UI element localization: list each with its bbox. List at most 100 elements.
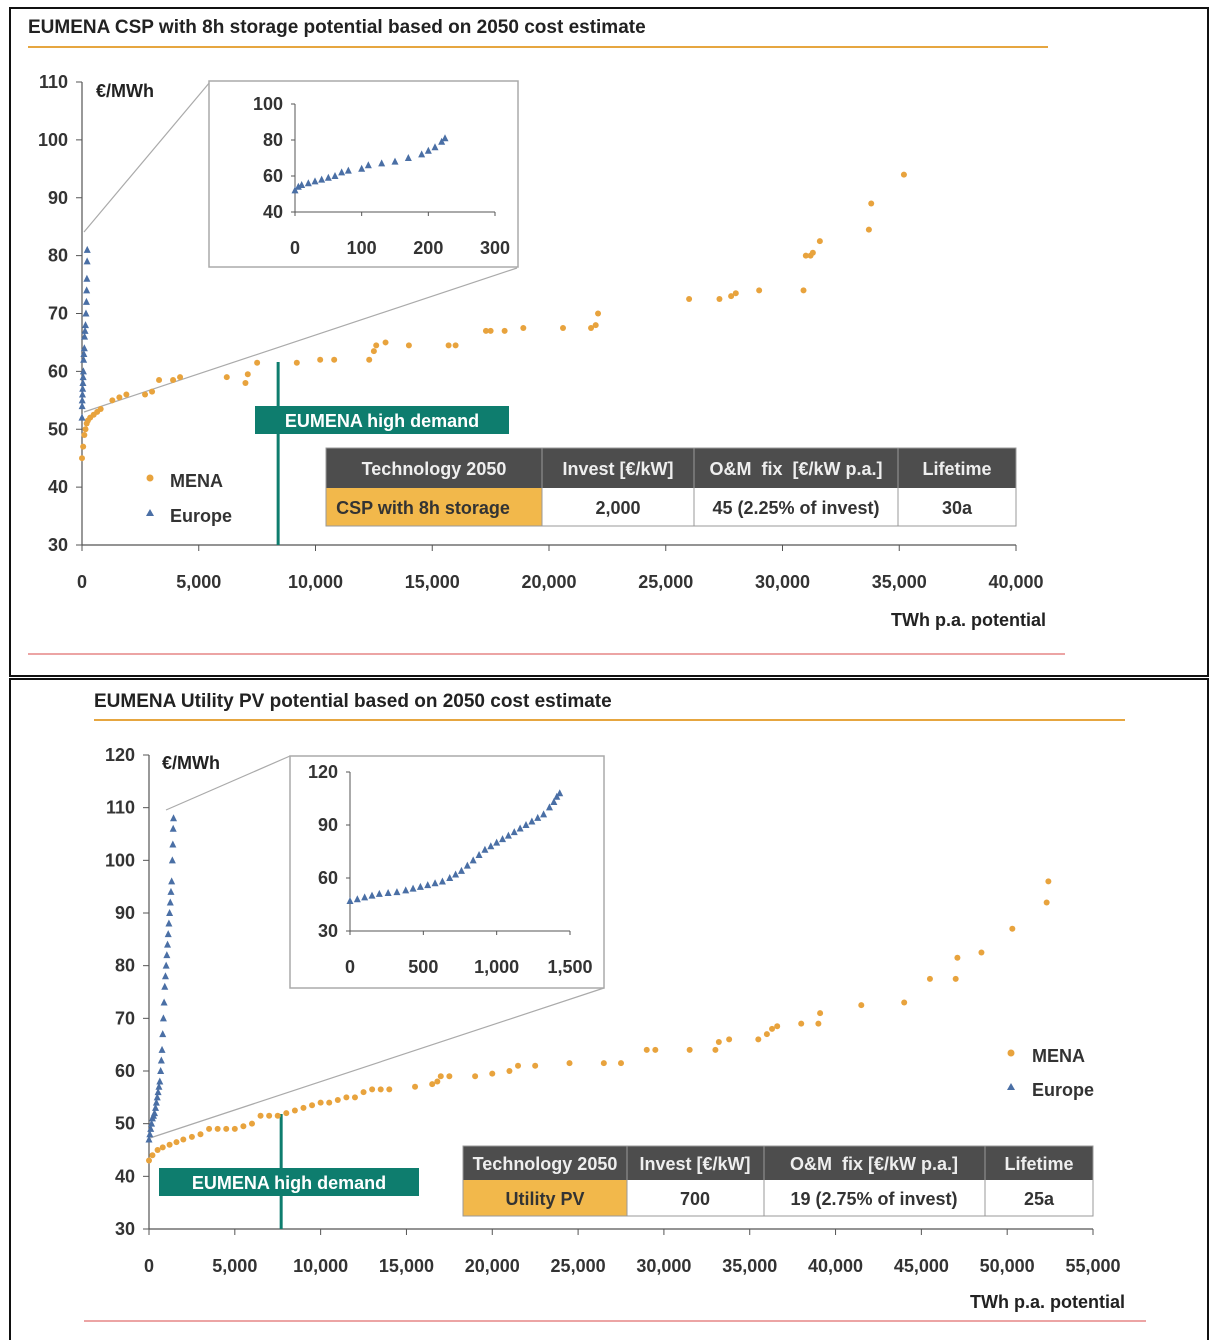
inset-europe-point	[441, 134, 449, 142]
europe-point	[78, 396, 86, 404]
mena-point	[445, 342, 452, 349]
mena-point	[149, 1152, 156, 1159]
mena-point	[214, 1125, 221, 1132]
inset-europe-point	[516, 824, 524, 832]
europe-point	[164, 940, 172, 948]
x-tick-label: 5,000	[176, 572, 221, 592]
mena-point	[652, 1046, 659, 1053]
table-cell-lifetime: 25a	[1024, 1189, 1055, 1209]
mena-point	[452, 342, 459, 349]
europe-point	[170, 814, 178, 822]
legend-mena-label: MENA	[1032, 1046, 1085, 1066]
europe-point	[169, 824, 177, 832]
mena-point	[566, 1060, 573, 1067]
panel-frame	[9, 7, 1209, 677]
inset-europe-point	[384, 889, 392, 897]
mena-point	[716, 296, 723, 303]
y-tick-label: 120	[105, 745, 135, 765]
mena-point	[377, 1086, 384, 1093]
inset-europe-point	[298, 181, 306, 188]
europe-point	[155, 1082, 163, 1090]
mena-point	[592, 322, 599, 329]
x-axis-label: TWh p.a. potential	[970, 1292, 1125, 1312]
table-cell-lifetime: 30a	[942, 498, 973, 518]
legend-europe-marker	[1007, 1083, 1015, 1090]
table-cell-om: 45 (2.25% of invest)	[712, 498, 879, 518]
x-tick-label: 0	[77, 572, 87, 592]
legend-europe-label: Europe	[1032, 1080, 1094, 1100]
y-tick-label: 30	[115, 1219, 135, 1239]
mena-point	[370, 348, 377, 355]
y-tick-label: 50	[115, 1114, 135, 1134]
inset-europe-point	[318, 175, 326, 183]
mena-point	[240, 1123, 247, 1130]
x-tick-label: 15,000	[379, 1256, 434, 1276]
mena-point	[188, 1133, 195, 1140]
mena-point	[231, 1125, 238, 1132]
europe-point	[80, 355, 88, 363]
table-values-bg	[542, 488, 1016, 526]
inset-europe-point	[331, 172, 339, 179]
mena-point	[769, 1025, 776, 1032]
inset-y-tick-label: 60	[318, 868, 338, 888]
mena-point	[248, 1120, 255, 1127]
mena-point	[595, 310, 602, 317]
table-header-technology: Technology 2050	[362, 459, 507, 479]
mena-point	[180, 1136, 187, 1143]
mena-point	[472, 1073, 479, 1080]
mena-point	[755, 1036, 762, 1043]
mena-point	[97, 405, 104, 412]
europe-point	[166, 898, 174, 906]
mena-point	[686, 1046, 693, 1053]
mena-point	[257, 1112, 264, 1119]
mena-point	[369, 1086, 376, 1093]
mena-point	[858, 1002, 865, 1009]
table-cell-technology: CSP with 8h storage	[336, 498, 510, 518]
pv-chart-svg: EUMENA Utility PV potential based on 205…	[9, 678, 1209, 1340]
mena-point	[774, 1023, 781, 1030]
inset-europe-point	[446, 874, 454, 881]
europe-point	[82, 297, 90, 305]
europe-point	[150, 1109, 158, 1117]
mena-point	[978, 949, 985, 956]
europe-point	[152, 1098, 160, 1106]
mena-point	[901, 999, 908, 1006]
inset-europe-point	[438, 877, 446, 885]
legend: MENA Europe	[1007, 1046, 1094, 1100]
x-tick-label: 10,000	[293, 1256, 348, 1276]
europe-point	[162, 961, 170, 969]
x-tick-label: 40,000	[808, 1256, 863, 1276]
legend-europe-marker	[146, 509, 154, 516]
inset-x-tick-label: 100	[347, 238, 377, 258]
x-tick-label: 55,000	[1065, 1256, 1120, 1276]
y-tick-label: 80	[115, 956, 135, 976]
inset-europe-point	[534, 813, 542, 821]
europe-point	[82, 321, 90, 329]
mena-point	[266, 1112, 273, 1119]
csp-chart-svg: EUMENA CSP with 8h storage potential bas…	[9, 7, 1209, 677]
zoom-connector-top	[165, 755, 291, 811]
inset-europe-point	[522, 821, 530, 828]
mena-point	[244, 371, 251, 378]
cost-table: Technology 2050 Invest [€/kW] O&M fix [€…	[462, 1145, 1094, 1217]
table-header-om: O&M fix [€/kW p.a.]	[709, 459, 882, 479]
mena-point	[79, 455, 85, 462]
table-tech-cell-bg	[463, 1180, 627, 1216]
mena-point	[434, 1078, 441, 1085]
mena-point	[763, 1031, 770, 1038]
europe-point	[82, 309, 90, 317]
y-tick-label: 110	[39, 72, 68, 92]
mena-point	[429, 1081, 436, 1088]
europe-point	[83, 257, 91, 265]
table-values-bg	[627, 1180, 1093, 1216]
mena-point	[405, 342, 412, 349]
mena-point	[618, 1060, 624, 1067]
europe-point	[153, 1093, 161, 1101]
europe-point	[78, 402, 86, 410]
table-border	[462, 1145, 1094, 1217]
europe-point	[158, 1045, 166, 1053]
mena-point	[588, 324, 595, 331]
europe-point	[167, 887, 175, 895]
mena-point	[802, 252, 809, 259]
mena-point	[926, 975, 933, 982]
